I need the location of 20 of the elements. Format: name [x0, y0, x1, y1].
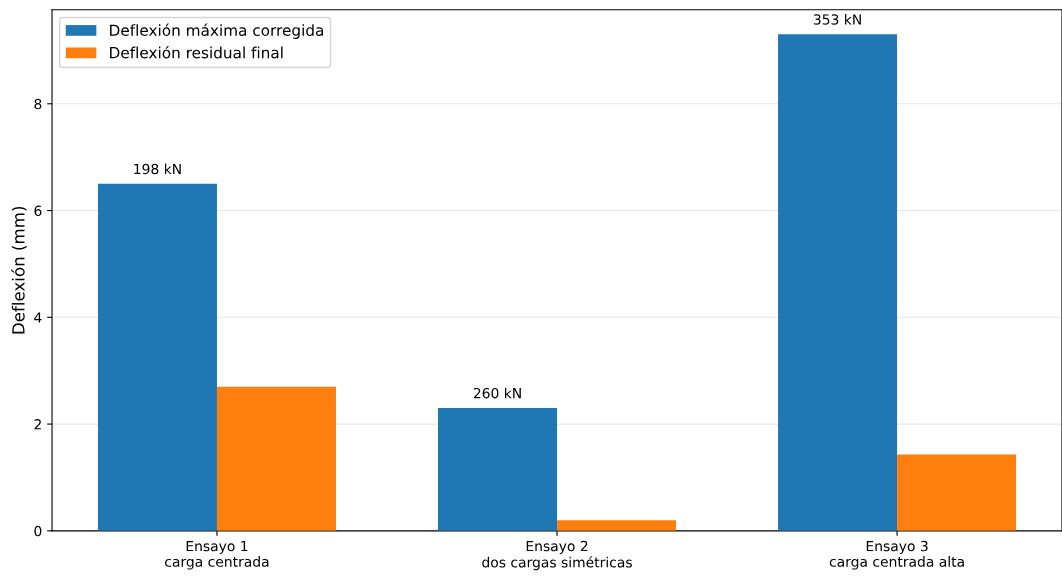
- annotation: 198 kN: [134, 163, 181, 175]
- y-tick-label: 8: [34, 98, 42, 110]
- legend-label: Deflexión máxima corregida: [110, 23, 323, 39]
- x-tick-label: Ensayo 2 dos cargas simétricas: [482, 540, 632, 571]
- legend-label: Deflexión residual final: [110, 45, 283, 59]
- annotation: 353 kN: [813, 13, 861, 25]
- y-tick-label: 0: [34, 525, 42, 537]
- x-tick-label: Ensayo 3 carga centrada alta: [829, 540, 964, 570]
- y-axis-title: Deflexión (mm): [11, 206, 27, 334]
- y-tick-label: 2: [34, 419, 41, 430]
- y-tick-label: 4: [34, 312, 42, 323]
- bar: [438, 408, 558, 531]
- bar: [897, 454, 1017, 531]
- y-tick-label: 6: [34, 205, 42, 217]
- annotation: 260 kN: [473, 387, 521, 399]
- bar: [778, 34, 898, 531]
- bar: [557, 520, 677, 531]
- bar: [216, 386, 336, 531]
- bar: [97, 183, 217, 531]
- x-tick-label: Ensayo 1 carga centrada: [165, 540, 269, 570]
